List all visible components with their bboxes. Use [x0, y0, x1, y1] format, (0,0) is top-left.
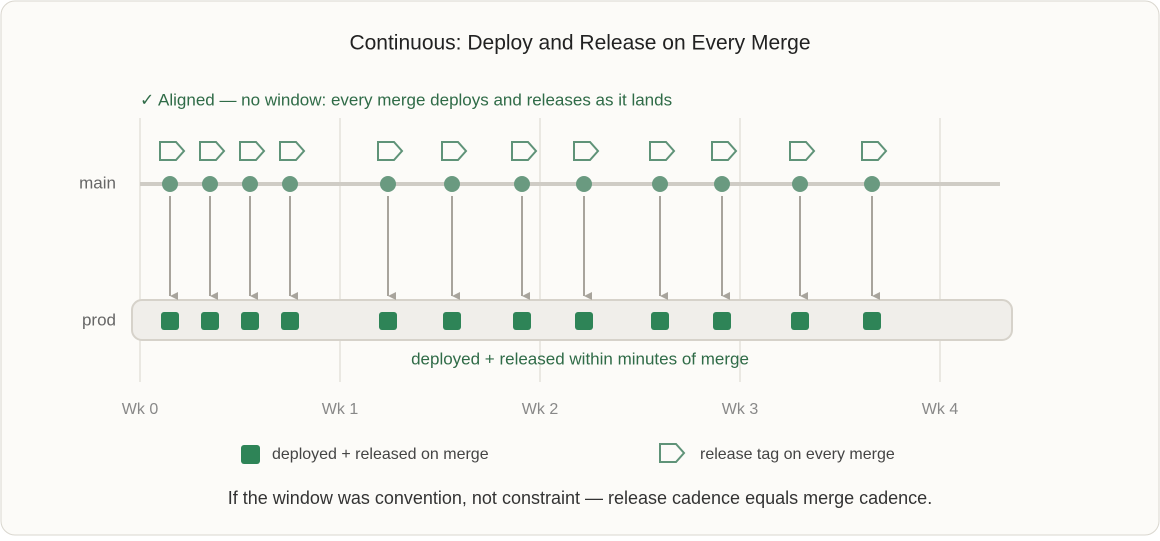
merge-dot [714, 176, 730, 192]
release-tag [789, 141, 816, 161]
footnote: If the window was convention, not constr… [228, 488, 932, 508]
x-tick-label: Wk 1 [322, 401, 359, 418]
release-tag [649, 141, 676, 161]
legend-swatch [241, 445, 260, 464]
title: Continuous: Deploy and Release on Every … [349, 32, 810, 55]
x-tick-label: Wk 3 [722, 401, 759, 418]
release-tag [573, 141, 600, 161]
deploy-square [241, 312, 259, 330]
merge-dot [514, 176, 530, 192]
deploy-square [863, 312, 881, 330]
x-tick-label: Wk 2 [522, 401, 559, 418]
release-tag [377, 141, 404, 161]
merge-dot [202, 176, 218, 192]
merge-dot [444, 176, 460, 192]
x-tick-label: Wk 0 [122, 401, 159, 418]
deploy-square [443, 312, 461, 330]
release-tag [511, 141, 538, 161]
merge-dot [576, 176, 592, 192]
lane-label: main [79, 173, 116, 192]
prod-band [131, 299, 1013, 341]
release-tag [239, 141, 266, 161]
merge-dot [380, 176, 396, 192]
deploy-square [161, 312, 179, 330]
release-tag [159, 141, 186, 161]
deploy-square [201, 312, 219, 330]
annotation: ✓ Aligned — no window: every merge deplo… [140, 90, 672, 109]
lane-label: prod [82, 310, 116, 329]
merge-dot [282, 176, 298, 192]
legend-swatch [659, 443, 686, 463]
merge-dot [652, 176, 668, 192]
release-tag [279, 141, 306, 161]
deploy-square [281, 312, 299, 330]
x-tick-label: Wk 4 [922, 401, 959, 418]
legend-label: deployed + released on merge [272, 446, 489, 463]
merge-dot [162, 176, 178, 192]
merge-dot [242, 176, 258, 192]
deploy-square [513, 312, 531, 330]
prod-note: deployed + released within minutes of me… [411, 349, 749, 368]
deploy-square [713, 312, 731, 330]
deploy-square [575, 312, 593, 330]
deploy-square [651, 312, 669, 330]
deploy-square [791, 312, 809, 330]
release-tag [199, 141, 226, 161]
merge-dot [864, 176, 880, 192]
deploy-square [379, 312, 397, 330]
legend-label: release tag on every merge [700, 446, 895, 463]
merge-dot [792, 176, 808, 192]
release-tag [441, 141, 468, 161]
release-tag [711, 141, 738, 161]
release-tag [861, 141, 888, 161]
